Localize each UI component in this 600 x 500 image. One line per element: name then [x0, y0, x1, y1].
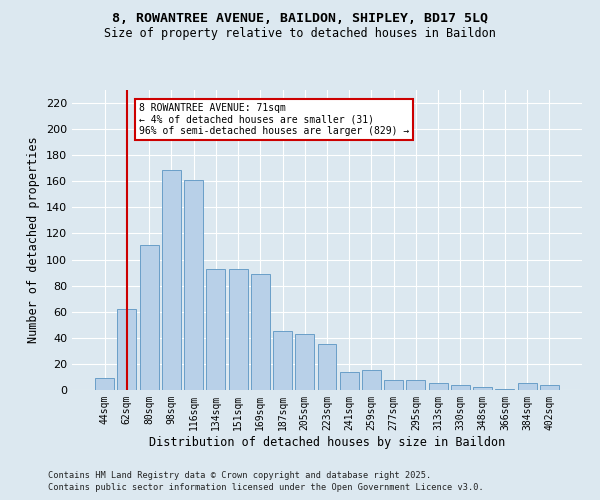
Bar	[473, 388, 492, 390]
Bar	[406, 380, 425, 390]
Text: 8, ROWANTREE AVENUE, BAILDON, SHIPLEY, BD17 5LQ: 8, ROWANTREE AVENUE, BAILDON, SHIPLEY, B…	[112, 12, 488, 26]
Bar	[118, 309, 136, 390]
Bar	[340, 372, 359, 390]
Bar	[429, 384, 448, 390]
Bar	[496, 388, 514, 390]
Y-axis label: Number of detached properties: Number of detached properties	[28, 136, 40, 344]
Bar	[317, 344, 337, 390]
Bar	[206, 268, 225, 390]
Bar	[251, 274, 270, 390]
Text: Contains public sector information licensed under the Open Government Licence v3: Contains public sector information licen…	[48, 483, 484, 492]
Bar	[184, 180, 203, 390]
Text: 8 ROWANTREE AVENUE: 71sqm
← 4% of detached houses are smaller (31)
96% of semi-d: 8 ROWANTREE AVENUE: 71sqm ← 4% of detach…	[139, 103, 409, 136]
Bar	[140, 245, 158, 390]
Text: Contains HM Land Registry data © Crown copyright and database right 2025.: Contains HM Land Registry data © Crown c…	[48, 470, 431, 480]
Bar	[229, 268, 248, 390]
Bar	[518, 384, 536, 390]
Bar	[162, 170, 181, 390]
Bar	[273, 332, 292, 390]
Bar	[295, 334, 314, 390]
Bar	[384, 380, 403, 390]
X-axis label: Distribution of detached houses by size in Baildon: Distribution of detached houses by size …	[149, 436, 505, 448]
Bar	[451, 385, 470, 390]
Bar	[540, 385, 559, 390]
Bar	[95, 378, 114, 390]
Bar	[362, 370, 381, 390]
Text: Size of property relative to detached houses in Baildon: Size of property relative to detached ho…	[104, 28, 496, 40]
